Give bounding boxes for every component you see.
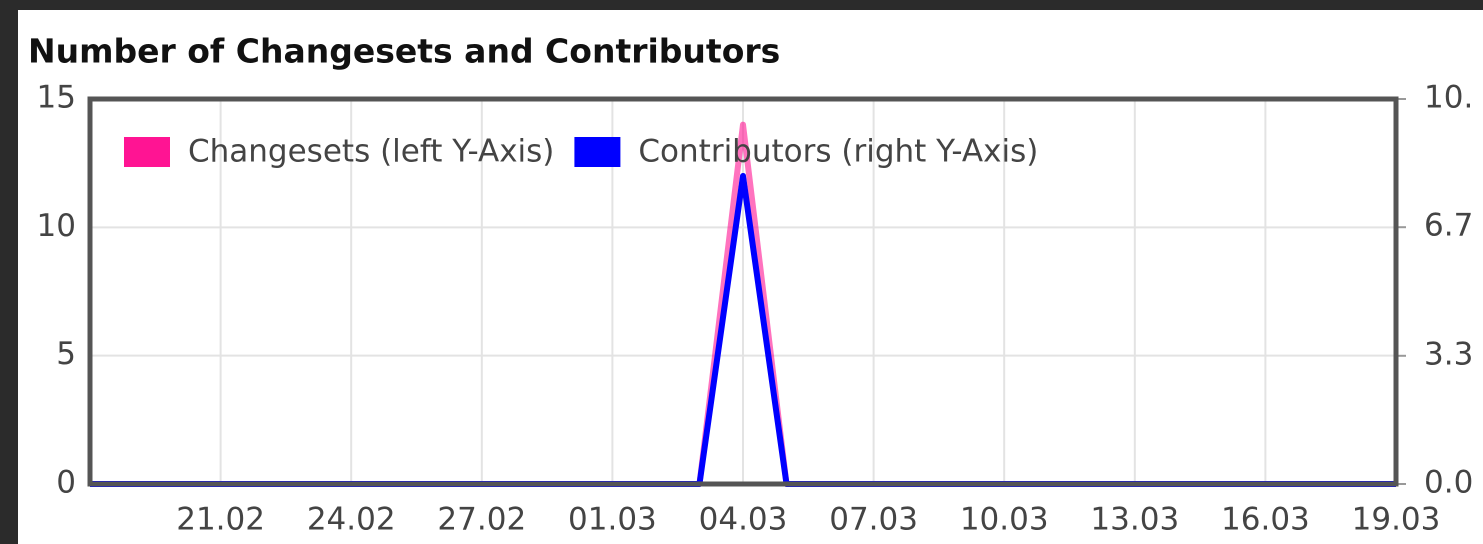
y2-tick-label: 6.7 — [1424, 208, 1473, 244]
x-tick-label: 19.03 — [1352, 502, 1441, 538]
x-tick-label: 13.03 — [1090, 502, 1179, 538]
y2-tick-label: 3.3 — [1424, 336, 1473, 372]
y-tick-label: 5 — [56, 336, 76, 372]
x-tick-label: 01.03 — [568, 502, 657, 538]
legend-swatch — [574, 137, 621, 167]
x-tick-label: 21.02 — [176, 502, 265, 538]
y2-tick-label: 10. — [1424, 80, 1473, 116]
x-tick-label: 27.02 — [437, 502, 526, 538]
x-tick-label: 24.02 — [307, 502, 396, 538]
legend-swatch — [124, 137, 170, 167]
x-tick-label: 10.03 — [960, 502, 1049, 538]
x-tick-label: 07.03 — [829, 502, 918, 538]
chart-title: Number of Changesets and Contributors — [28, 32, 780, 71]
y-tick-label: 10 — [37, 208, 76, 244]
legend-label: Contributors (right Y-Axis) — [638, 134, 1038, 170]
y-tick-label: 15 — [37, 80, 76, 116]
legend-label: Changesets (left Y-Axis) — [188, 134, 554, 170]
plot-frame — [87, 96, 1399, 487]
x-tick-label: 16.03 — [1221, 502, 1310, 538]
y-tick-label: 0 — [56, 465, 76, 501]
panel — [18, 10, 1483, 544]
x-tick-label: 04.03 — [699, 502, 788, 538]
y2-tick-label: 0.0 — [1424, 465, 1473, 501]
